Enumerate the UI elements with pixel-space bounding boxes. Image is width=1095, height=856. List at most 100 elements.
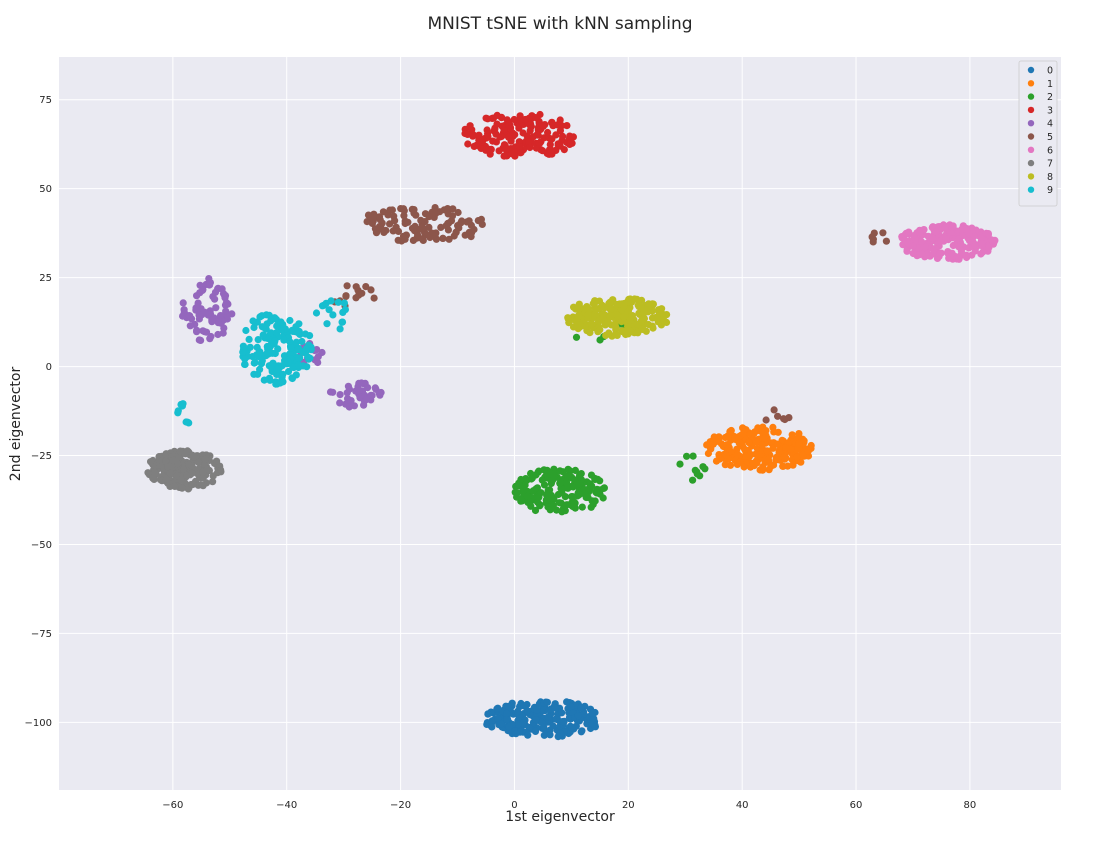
data-point xyxy=(199,482,207,490)
data-point xyxy=(216,312,225,320)
data-point xyxy=(928,234,937,242)
data-point xyxy=(177,476,185,484)
data-point xyxy=(531,727,540,736)
data-point xyxy=(600,304,609,312)
data-point xyxy=(745,453,753,461)
data-point xyxy=(529,487,537,495)
data-point xyxy=(367,286,375,294)
data-point xyxy=(613,311,621,319)
data-point xyxy=(870,229,878,237)
data-point xyxy=(555,499,564,507)
data-point xyxy=(648,307,657,315)
data-point xyxy=(510,115,518,124)
data-point xyxy=(550,473,558,481)
legend-label: 9 xyxy=(1047,185,1053,196)
data-point xyxy=(241,355,249,363)
data-point xyxy=(502,145,510,153)
data-point xyxy=(371,384,379,392)
data-point xyxy=(312,309,321,317)
data-point xyxy=(212,304,220,312)
data-point xyxy=(979,248,987,256)
data-point xyxy=(519,488,527,496)
data-point xyxy=(526,143,534,152)
data-point xyxy=(587,320,596,328)
data-point xyxy=(921,243,929,251)
legend-marker xyxy=(1027,93,1035,100)
data-point xyxy=(689,452,697,460)
data-point xyxy=(280,336,288,344)
data-point xyxy=(219,329,227,337)
data-point xyxy=(774,428,782,436)
data-point xyxy=(612,324,620,332)
data-point xyxy=(557,730,565,738)
x-axis-label: 1st eigenvector xyxy=(505,809,615,825)
data-point xyxy=(593,485,601,493)
data-point xyxy=(574,489,582,497)
data-point xyxy=(558,508,566,516)
data-point xyxy=(273,365,281,373)
data-point xyxy=(267,317,275,325)
data-point xyxy=(199,286,207,294)
data-point xyxy=(563,122,571,130)
x-tick-label: −20 xyxy=(390,800,411,811)
data-point xyxy=(620,313,628,321)
data-point xyxy=(788,431,796,439)
data-point xyxy=(965,244,973,252)
data-point xyxy=(464,140,472,148)
data-point xyxy=(804,447,812,455)
data-points xyxy=(144,110,999,741)
data-point xyxy=(780,415,788,423)
data-point xyxy=(605,299,613,308)
data-point xyxy=(564,484,572,492)
data-point xyxy=(298,337,306,346)
data-point xyxy=(583,720,591,728)
data-point xyxy=(534,131,542,139)
data-point xyxy=(254,336,262,344)
data-point xyxy=(477,215,485,223)
data-point xyxy=(378,225,386,233)
data-point xyxy=(151,469,159,477)
data-point xyxy=(968,251,976,259)
x-tick-label: −60 xyxy=(162,800,183,811)
data-point xyxy=(521,115,529,124)
y-tick-label: −75 xyxy=(31,629,52,640)
data-point xyxy=(219,290,228,298)
data-point xyxy=(948,249,956,257)
data-point xyxy=(571,466,580,474)
data-point xyxy=(520,702,528,710)
data-point xyxy=(465,217,473,225)
data-point xyxy=(178,484,186,492)
data-point xyxy=(375,389,383,397)
data-point xyxy=(375,213,384,221)
data-point xyxy=(612,330,620,338)
data-point xyxy=(171,482,179,490)
data-point xyxy=(554,121,562,129)
data-point xyxy=(807,441,815,450)
data-point xyxy=(206,281,214,289)
data-point xyxy=(945,254,953,262)
data-point xyxy=(468,229,476,237)
data-point xyxy=(188,469,196,477)
data-point xyxy=(918,238,926,246)
data-point xyxy=(245,335,253,343)
data-point xyxy=(649,324,657,332)
legend-label: 8 xyxy=(1047,172,1053,183)
series-8 xyxy=(564,295,671,340)
legend-marker xyxy=(1027,173,1035,180)
data-point xyxy=(239,342,247,350)
data-point xyxy=(217,466,225,474)
data-point xyxy=(941,224,949,232)
data-point xyxy=(596,336,604,344)
data-point xyxy=(504,702,512,711)
data-point xyxy=(357,379,366,387)
data-point xyxy=(241,360,249,369)
data-point xyxy=(367,391,375,399)
data-point xyxy=(955,243,963,251)
data-point xyxy=(536,502,544,510)
data-point xyxy=(364,211,373,219)
data-point xyxy=(587,471,596,479)
data-point xyxy=(336,391,344,399)
data-point xyxy=(336,325,344,333)
data-point xyxy=(371,225,379,233)
data-point xyxy=(932,228,940,236)
